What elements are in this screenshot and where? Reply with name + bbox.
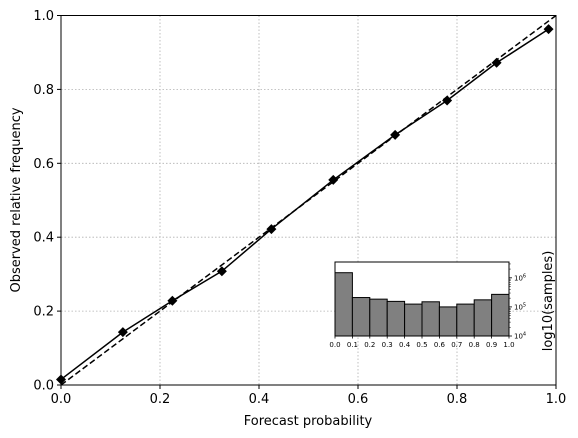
histogram-bar [438, 306, 458, 337]
inset-x-tick-label: 0.0 [329, 341, 340, 349]
histogram-bar [369, 298, 388, 337]
y-tick-label: 0.4 [33, 231, 54, 246]
inset-x-tick-label: 0.4 [399, 341, 411, 349]
x-tick-label: 1.0 [546, 392, 567, 407]
x-axis-label: Forecast probability [244, 414, 373, 429]
inset-x-tick-label: 0.3 [382, 341, 393, 349]
main-plot-frame [60, 15, 557, 386]
inset-x-tick-label: 0.2 [364, 341, 375, 349]
inset-x-tick-label: 0.7 [451, 341, 462, 349]
reliability-point [117, 327, 128, 338]
y-axis-label: Observed relative frequency [9, 107, 24, 292]
x-tick-label: 0.6 [348, 392, 369, 407]
histogram-bar [421, 301, 440, 337]
inset-y-axis-label: log10(samples) [541, 251, 556, 352]
histogram-bar [456, 303, 475, 337]
x-tick-label: 0.0 [51, 392, 72, 407]
histogram-bar [351, 297, 371, 337]
inset-x-tick-label: 0.1 [347, 341, 358, 349]
inset-x-tick-label: 0.8 [469, 341, 480, 349]
y-tick-label: 1.0 [33, 9, 54, 24]
histogram-bar [491, 293, 510, 337]
inset-y-tick-label: 106 [514, 273, 526, 282]
histogram-bar [404, 303, 423, 337]
inset-x-tick-label: 0.5 [416, 341, 427, 349]
reliability-point [167, 295, 178, 306]
main-series [56, 14, 557, 386]
y-tick-label: 0.8 [33, 83, 54, 98]
x-tick-label: 0.2 [150, 392, 171, 407]
reliability-point [491, 57, 502, 68]
inset-y-tick-label: 105 [514, 302, 526, 311]
x-tick-label: 0.8 [447, 392, 468, 407]
histogram-bar [334, 272, 353, 337]
histogram-bar [473, 299, 493, 337]
reliability-point [543, 24, 554, 35]
perfect-reliability-line [60, 14, 557, 386]
reliability-point [328, 174, 339, 185]
y-tick-label: 0.2 [33, 305, 54, 320]
main-axis-ticks: 0.0 0.2 0.4 0.6 0.8 1.0 0.0 0.2 0.4 0.6 0.8 1.0 [33, 9, 566, 407]
inset-x-tick-label: 0.6 [434, 341, 446, 349]
inset-x-tick-label: 0.9 [486, 341, 497, 349]
reliability-point [216, 266, 227, 277]
y-tick-label: 0.0 [33, 379, 54, 394]
histogram-bar [386, 300, 406, 337]
inset-y-tick-label: 104 [514, 332, 526, 341]
y-tick-label: 0.6 [33, 157, 54, 172]
x-tick-label: 0.4 [249, 392, 270, 407]
inset-x-tick-label: 1.0 [503, 341, 514, 349]
